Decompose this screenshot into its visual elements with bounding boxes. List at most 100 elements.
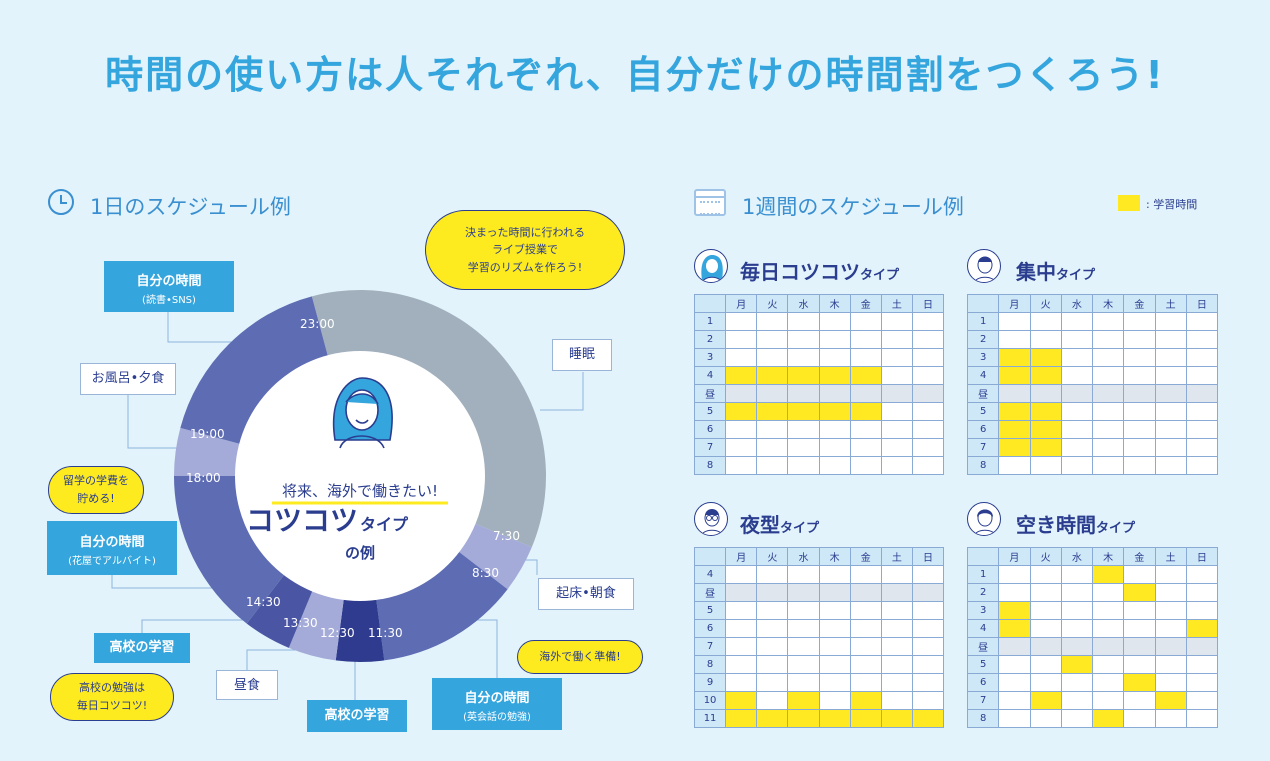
box-sleep: 睡眠 [552, 339, 612, 371]
empty-cell [1123, 565, 1156, 584]
box-school-study-2: 高校の学習 [307, 700, 407, 732]
empty-cell [1060, 420, 1094, 439]
period-label: 2 [693, 330, 727, 349]
study-cell [1091, 709, 1125, 728]
study-cell [787, 366, 820, 385]
leader-line [246, 649, 300, 672]
period-label: 10 [693, 691, 727, 710]
table-row: 4 [966, 619, 1219, 638]
segment-own-english [375, 549, 508, 661]
table-row: 8 [966, 709, 1219, 728]
empty-cell [725, 456, 758, 475]
empty-cell [849, 655, 882, 674]
empty-cell [1185, 366, 1219, 385]
empty-cell [1123, 438, 1156, 457]
empty-cell [787, 583, 820, 602]
empty-cell [1091, 583, 1125, 602]
empty-cell [911, 673, 945, 692]
empty-cell [880, 655, 913, 674]
study-cell [1029, 348, 1062, 367]
empty-cell [911, 438, 945, 457]
empty-cell [1123, 637, 1156, 656]
box-lunch: 昼食 [216, 670, 278, 700]
empty-cell [1185, 583, 1219, 602]
empty-cell [1123, 312, 1156, 331]
empty-cell [849, 456, 882, 475]
leader-line [540, 372, 584, 411]
empty-cell [1029, 312, 1062, 331]
table-row: 5 [966, 402, 1219, 421]
empty-cell [1154, 438, 1187, 457]
empty-cell [1060, 565, 1094, 584]
empty-cell [1060, 673, 1094, 692]
empty-cell [756, 619, 789, 638]
empty-cell [998, 583, 1031, 602]
empty-cell [818, 637, 851, 656]
empty-cell [725, 438, 758, 457]
empty-cell [818, 420, 851, 439]
clock-icon [48, 189, 74, 215]
empty-cell [880, 402, 913, 421]
day-header: 火 [1029, 294, 1062, 313]
empty-cell [756, 601, 789, 620]
table-row: 10 [693, 691, 945, 710]
empty-cell [880, 366, 913, 385]
calendar-icon [694, 189, 726, 216]
bubble-abroad-prep: 海外で働く準備! [517, 640, 643, 674]
table-row: 1 [966, 312, 1219, 331]
empty-cell [911, 456, 945, 475]
table-row: 6 [693, 619, 945, 638]
study-cell [998, 402, 1031, 421]
study-cell [787, 402, 820, 421]
empty-cell [1029, 673, 1062, 692]
empty-cell [1029, 565, 1062, 584]
study-cell [725, 691, 758, 710]
empty-cell [818, 348, 851, 367]
empty-cell [849, 583, 882, 602]
study-cell [1154, 691, 1187, 710]
study-cell [880, 709, 913, 728]
study-cell [998, 601, 1031, 620]
empty-cell [756, 384, 789, 403]
empty-cell [1091, 402, 1125, 421]
day-header: 木 [1091, 294, 1125, 313]
leader-line [167, 312, 238, 343]
empty-cell [1060, 691, 1094, 710]
study-cell [1091, 565, 1125, 584]
table-row: 2 [693, 330, 945, 349]
empty-cell [1123, 366, 1156, 385]
period-label: 8 [966, 709, 1000, 728]
table-corner [693, 547, 727, 566]
day-header: 土 [880, 294, 913, 313]
empty-cell [849, 420, 882, 439]
segment-bath [174, 427, 245, 476]
study-cell [998, 348, 1031, 367]
study-cell [818, 366, 851, 385]
period-label: 8 [693, 655, 727, 674]
time-label-1800: 18:00 [186, 471, 221, 485]
leader-line [470, 619, 498, 678]
empty-cell [880, 619, 913, 638]
empty-cell [911, 601, 945, 620]
day-header: 金 [1123, 547, 1156, 566]
period-label: 7 [966, 691, 1000, 710]
empty-cell [1185, 348, 1219, 367]
empty-cell [1185, 565, 1219, 584]
day-header: 月 [725, 547, 758, 566]
empty-cell [1029, 583, 1062, 602]
center-type-suffix: タイプ [360, 515, 409, 534]
empty-cell [1091, 691, 1125, 710]
bubble-save-money: 留学の学費を 貯める! [48, 466, 144, 514]
day-header: 水 [1060, 294, 1094, 313]
empty-cell [756, 655, 789, 674]
study-cell [849, 691, 882, 710]
period-label: 7 [693, 438, 727, 457]
empty-cell [1154, 330, 1187, 349]
study-cell [818, 402, 851, 421]
empty-cell [756, 456, 789, 475]
empty-cell [1029, 330, 1062, 349]
period-label: 8 [966, 456, 1000, 475]
day-header: 土 [1154, 547, 1187, 566]
table-row: 6 [693, 420, 945, 439]
empty-cell [1091, 366, 1125, 385]
